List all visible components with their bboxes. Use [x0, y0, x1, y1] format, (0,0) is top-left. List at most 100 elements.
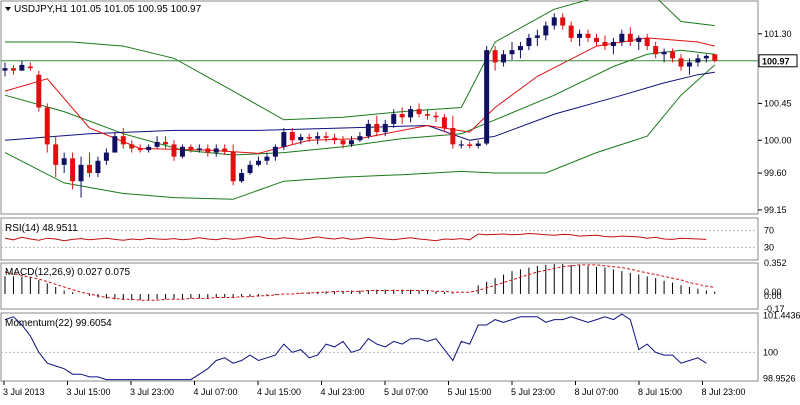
candle-body[interactable]: [577, 33, 583, 38]
candle-body[interactable]: [163, 141, 169, 145]
candle-body[interactable]: [425, 114, 430, 116]
candle-body[interactable]: [594, 37, 599, 42]
candle-body[interactable]: [619, 33, 625, 42]
candle-body[interactable]: [315, 136, 321, 139]
candle-body[interactable]: [492, 50, 498, 63]
candle-body[interactable]: [653, 46, 659, 55]
candle-body[interactable]: [171, 144, 177, 157]
candle-body[interactable]: [399, 114, 405, 118]
candle-body[interactable]: [230, 151, 236, 182]
candle-body[interactable]: [526, 37, 532, 47]
candle-body[interactable]: [332, 137, 338, 141]
candle-body[interactable]: [19, 64, 25, 71]
candle-body[interactable]: [27, 66, 33, 69]
candle-body[interactable]: [272, 146, 278, 157]
candle-body[interactable]: [661, 51, 667, 55]
candle-body[interactable]: [408, 109, 414, 118]
price-pane[interactable]: 101.30 100.45 100.00 99.60 99.15 100.97: [1, 0, 798, 215]
candle-body[interactable]: [686, 62, 692, 67]
momentum-pane[interactable]: 101.4436 100 98.9526: [1, 310, 800, 383]
candle-body[interactable]: [450, 127, 456, 145]
candle-body[interactable]: [120, 136, 126, 145]
x-tick-label: 4 Jul 15:00: [257, 387, 301, 397]
candle-body[interactable]: [644, 37, 650, 47]
candle-body[interactable]: [70, 158, 76, 182]
candle-body[interactable]: [340, 140, 346, 145]
candle-body[interactable]: [568, 25, 574, 38]
candle-body[interactable]: [475, 143, 481, 147]
candle-body[interactable]: [391, 114, 397, 124]
candle-body[interactable]: [501, 54, 507, 63]
candle-body[interactable]: [467, 144, 473, 147]
candle-body[interactable]: [205, 148, 211, 153]
momentum-tick-label: 101.4436: [763, 310, 800, 320]
candle-body[interactable]: [712, 54, 718, 61]
x-axis: 3 Jul 2013 3 Jul 15:00 3 Jul 23:00 4 Jul 07…: [3, 381, 746, 397]
candle-body[interactable]: [382, 123, 388, 133]
candle-body[interactable]: [154, 141, 160, 147]
candle-body[interactable]: [95, 160, 101, 174]
candle-body[interactable]: [188, 146, 194, 151]
candle-body[interactable]: [196, 148, 202, 151]
candle-body[interactable]: [289, 132, 295, 141]
candle-body[interactable]: [348, 140, 354, 145]
candle-body[interactable]: [543, 25, 549, 36]
candle-body[interactable]: [179, 146, 185, 157]
candle-body[interactable]: [256, 160, 261, 165]
candle-body[interactable]: [213, 148, 219, 153]
candle-body[interactable]: [146, 146, 152, 151]
candle-body[interactable]: [670, 51, 676, 59]
candle-body[interactable]: [36, 74, 42, 108]
candle-body[interactable]: [53, 144, 59, 165]
macd-pane[interactable]: 0.352 0.000.00 -0.17: [4, 258, 787, 314]
candle-body[interactable]: [2, 68, 8, 71]
candle-body[interactable]: [239, 173, 245, 182]
candle-body[interactable]: [264, 156, 270, 161]
candle-body[interactable]: [103, 152, 109, 161]
candle-body[interactable]: [560, 17, 566, 26]
rsi-line: [4, 232, 707, 242]
candle-body[interactable]: [247, 164, 253, 174]
candle-body[interactable]: [416, 109, 422, 115]
candle-body[interactable]: [627, 33, 633, 42]
macd-signal-line: [4, 264, 715, 301]
candle-body[interactable]: [551, 17, 557, 26]
candle-body[interactable]: [678, 58, 684, 67]
candle-body[interactable]: [298, 136, 304, 141]
candle-body[interactable]: [534, 35, 540, 38]
candle-body[interactable]: [695, 58, 701, 63]
candle-body[interactable]: [703, 55, 709, 59]
current-price-label: 100.97: [762, 56, 790, 66]
candle-body[interactable]: [365, 123, 371, 137]
rsi-title: RSI(14) 48.9511: [5, 223, 78, 234]
x-tick-label: 4 Jul 07:00: [194, 387, 238, 397]
candle-body[interactable]: [129, 144, 135, 149]
candle-body[interactable]: [112, 136, 118, 153]
candle-body[interactable]: [484, 50, 490, 144]
candle-body[interactable]: [61, 158, 67, 165]
candle-body[interactable]: [306, 136, 312, 139]
candle-body[interactable]: [87, 164, 92, 174]
candle-body[interactable]: [636, 37, 642, 42]
rsi-tick-label: 30: [764, 242, 774, 252]
candle-body[interactable]: [458, 144, 464, 146]
rsi-pane[interactable]: 70 30: [1, 226, 774, 253]
candle-body[interactable]: [323, 136, 329, 138]
candle-body[interactable]: [78, 164, 84, 182]
candle-body[interactable]: [517, 46, 523, 51]
candle-body[interactable]: [602, 41, 608, 47]
candle-body[interactable]: [509, 50, 515, 55]
candle-body[interactable]: [357, 136, 363, 141]
x-tick-label: 3 Jul 23:00: [130, 387, 174, 397]
candle-body[interactable]: [10, 68, 16, 71]
candle-body[interactable]: [585, 33, 591, 38]
candle-body[interactable]: [281, 132, 287, 147]
candle-body[interactable]: [137, 148, 143, 151]
candle-body[interactable]: [610, 41, 616, 47]
collapse-triangle-icon[interactable]: [5, 7, 11, 11]
candle-body[interactable]: [222, 148, 228, 152]
candle-body[interactable]: [433, 115, 439, 118]
candle-body[interactable]: [44, 107, 50, 145]
candle-body[interactable]: [374, 123, 380, 133]
candle-body[interactable]: [441, 117, 447, 128]
